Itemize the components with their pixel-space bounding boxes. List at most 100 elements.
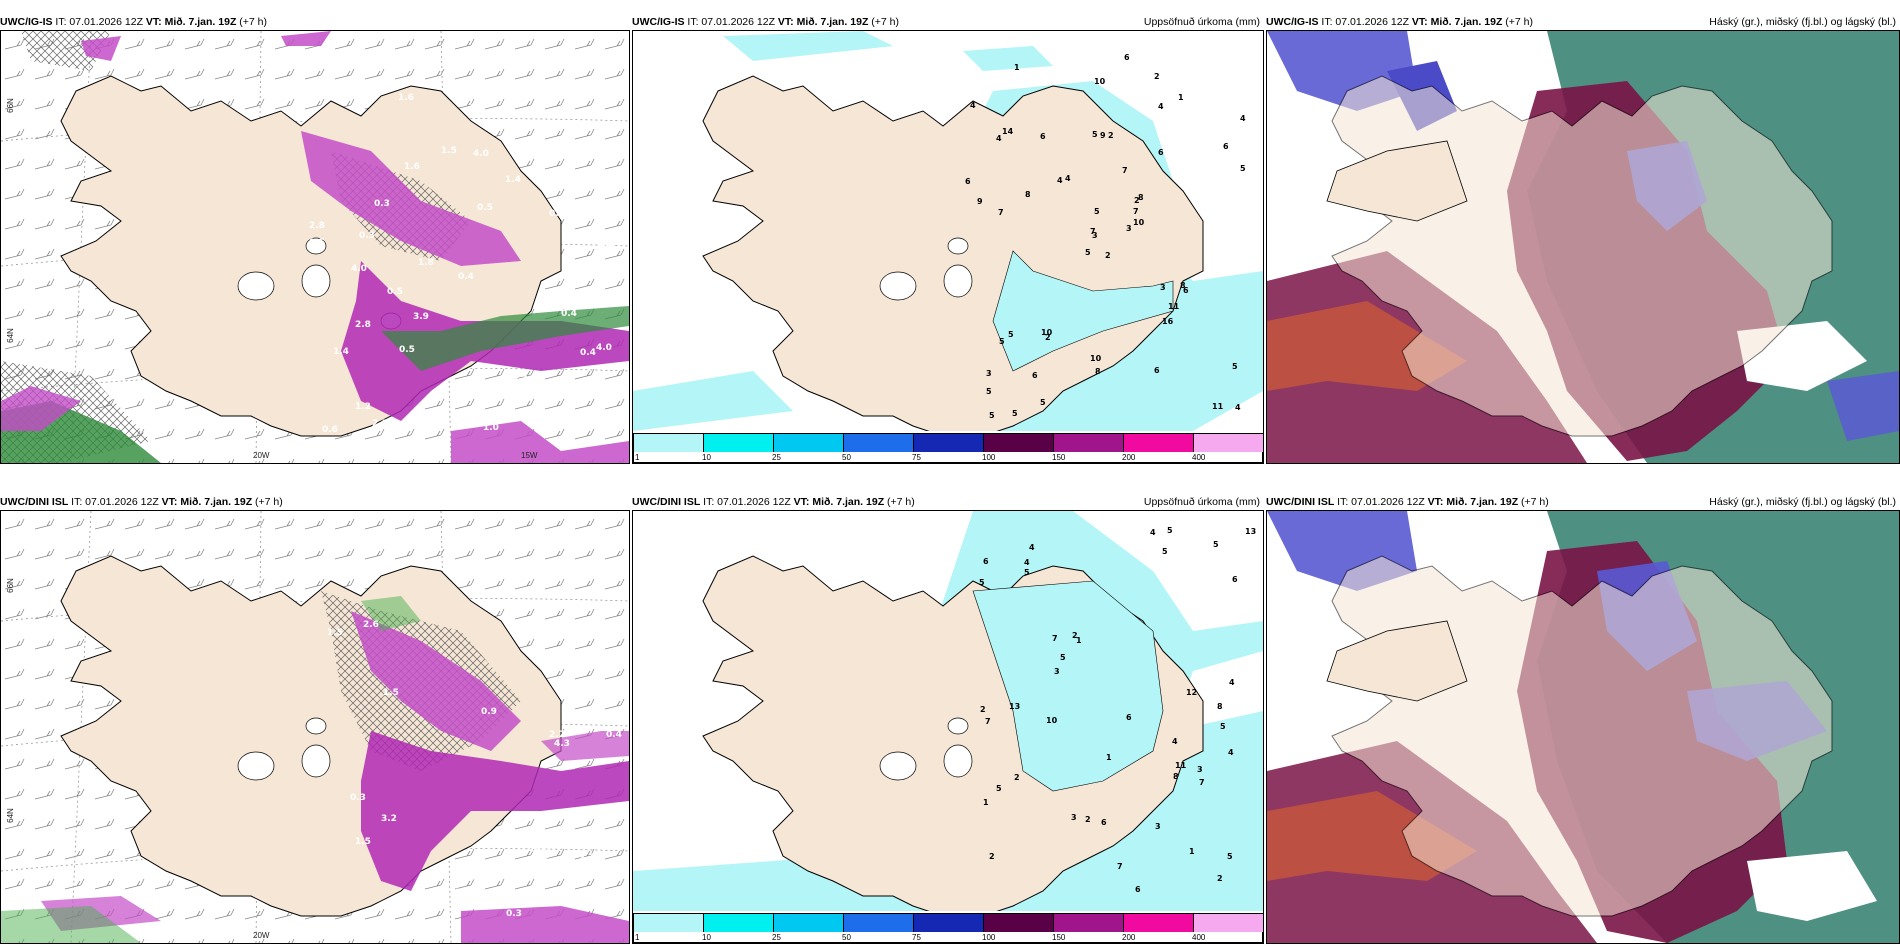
colorbar-swatch	[914, 914, 984, 932]
panel-dini-accum-precip: UWC/DINI ISL IT: 07.01.2026 12Z VT: Mið.…	[632, 494, 1264, 944]
value-label: 6	[1032, 371, 1038, 380]
value-label: 9	[977, 197, 983, 206]
value-label: 10	[1094, 77, 1106, 86]
value-label: 1.6	[455, 888, 471, 898]
value-label: 3	[1092, 231, 1098, 240]
map-svg	[1267, 511, 1899, 943]
value-label: 1.4	[505, 175, 521, 185]
valid-time: VT: Mið. 7.jan. 19Z	[145, 16, 237, 28]
value-label: 0.9	[470, 103, 486, 113]
value-label: 3	[1126, 224, 1132, 233]
panel-header: UWC/IG-IS IT: 07.01.2026 12Z VT: Mið. 7.…	[0, 14, 630, 30]
value-label: 7	[1122, 166, 1128, 175]
value-label: 0.5	[477, 203, 493, 213]
value-label: 2	[1014, 773, 1020, 782]
value-label: 2	[1085, 815, 1091, 824]
lead-time: (+7 h)	[1505, 16, 1534, 28]
map-area[interactable]: 2 4 3 3 2 2 2 2 4 3 1 4 7 4 5 6 5 5 7 5 4 5 6 9 8 6 14 10 9 3 5 7 10 5 6 1 1…	[632, 30, 1264, 464]
value-label: 2	[1217, 874, 1223, 883]
value-label: 5	[1008, 330, 1014, 339]
colorbar-tick: 10	[702, 933, 711, 942]
value-label: 5	[1162, 547, 1168, 556]
colorbar-swatch	[914, 434, 984, 452]
value-label: 2	[980, 705, 986, 714]
model-name: UWC/DINI ISL	[1266, 496, 1335, 508]
value-label: 1.2	[473, 859, 489, 869]
value-label: 4	[1158, 102, 1164, 111]
value-label: 3	[1071, 813, 1077, 822]
value-label: 3.2	[381, 814, 397, 824]
colorbar-swatch	[844, 434, 914, 452]
value-label: 2.6	[541, 94, 557, 104]
panel-title: Uppsöfnuð úrkoma (mm)	[1143, 16, 1260, 28]
value-label: 5	[1220, 722, 1226, 731]
value-label: 8	[1217, 702, 1223, 711]
value-label: 0.7	[492, 890, 508, 900]
value-label: 3	[986, 369, 992, 378]
value-label: 4	[970, 101, 976, 110]
colorbar-tick: 150	[1052, 933, 1066, 942]
colorbar-tick: 50	[842, 933, 851, 942]
value-label: 1	[1189, 847, 1195, 856]
value-label: 0.2	[569, 142, 585, 152]
value-label: 6	[1232, 575, 1238, 584]
value-label: 7	[1117, 862, 1123, 871]
value-label: 3	[1054, 667, 1060, 676]
map-area[interactable]	[1266, 510, 1900, 944]
value-label: 13	[1245, 527, 1256, 536]
map-area[interactable]: 4 5 2 4 1 1 1 5 7 6 5 2 6 5 3 4 1 6 2 2 13 5 3 4 4 4 11 7 5 12 7 3 5 10 8 7…	[632, 510, 1264, 944]
value-label: 10	[1133, 218, 1145, 227]
value-label: 0.3	[518, 90, 534, 100]
precip-area-land	[992, 250, 1174, 372]
value-label: 6	[965, 177, 971, 186]
value-label: 2	[1108, 131, 1114, 140]
value-label: 5	[1240, 164, 1246, 173]
value-label: 2.2	[579, 853, 595, 863]
value-label: 4.3	[554, 739, 570, 749]
init-time: IT: 07.01.2026 12Z	[687, 16, 775, 28]
panel-ig-is-wind-precip: UWC/IG-IS IT: 07.01.2026 12Z VT: Mið. 7.…	[0, 14, 630, 464]
panel-title: Háský (gr.), miðský (fj.bl.) og lágský (…	[1709, 496, 1896, 508]
init-time: IT: 07.01.2026 12Z	[71, 496, 159, 508]
panel-ig-is-clouds: UWC/IG-IS IT: 07.01.2026 12Z VT: Mið. 7.…	[1266, 14, 1900, 464]
value-label: 3	[1197, 765, 1203, 774]
value-label: 6	[1183, 286, 1189, 295]
map-area[interactable]: 1.8 1.2 0.9 1.5 0.4 1.5 0.5 0.3 2.7 1.5 3.2 2.2 1.6 0…	[0, 510, 630, 944]
value-label: 11	[1212, 402, 1224, 411]
value-label: 14	[1002, 127, 1014, 136]
value-label: 2.7	[549, 730, 565, 740]
glaciers	[879, 237, 973, 301]
value-label: 7	[1090, 227, 1096, 236]
iceland-land-west	[1326, 620, 1468, 702]
value-label: 5	[1094, 207, 1100, 216]
value-label: 4	[1024, 558, 1030, 567]
colorbar-swatch	[1194, 434, 1263, 452]
lat-label-66n: 66N	[5, 98, 15, 113]
value-label: 6	[1101, 818, 1107, 827]
value-label: 2.8	[309, 221, 325, 231]
colorbar: 1 10 25 50 75 100 150 200 400	[633, 913, 1263, 943]
model-name: UWC/DINI ISL	[0, 496, 69, 508]
value-label: 5	[996, 784, 1002, 793]
value-label: 5	[1012, 409, 1018, 418]
value-label: 8	[1138, 193, 1144, 202]
colorbar-tick: 100	[982, 453, 996, 462]
map-area[interactable]	[1266, 30, 1900, 464]
value-label: 2	[1134, 196, 1140, 205]
value-label: 4.7	[590, 222, 606, 232]
value-label: 9	[1100, 131, 1106, 140]
map-area[interactable]: 1.6 4.7 1.4 2.2 1.8 4.0 3.9 0.3 0.4 0.2 0.3 0.4 0.4 0…	[0, 30, 630, 464]
colorbar-tick: 100	[982, 933, 996, 942]
value-label: 0.4	[549, 209, 565, 219]
value-label: 0.4	[606, 730, 622, 740]
colorbar-tick: 400	[1192, 453, 1206, 462]
value-label: 2	[1045, 333, 1051, 342]
value-label: 5	[1092, 130, 1098, 139]
low-cloud-area	[1827, 371, 1899, 441]
colorbar-swatch	[844, 914, 914, 932]
value-label: 4.0	[596, 343, 612, 353]
value-label: 1.5	[327, 628, 343, 638]
value-label: 0.5	[387, 287, 403, 297]
value-label: 1.6	[398, 93, 414, 103]
map-svg: 1.6 4.7 1.4 2.2 1.8 4.0 3.9 0.3 0.4 0.2 0.3 0.4 0.4 0…	[1, 31, 629, 463]
